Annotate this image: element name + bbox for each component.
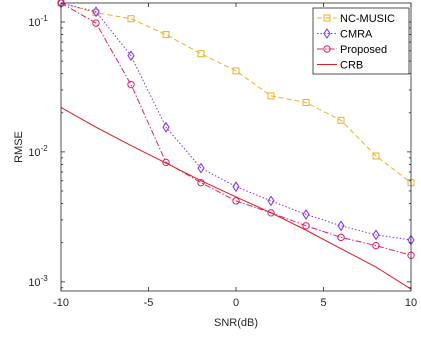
data-point-nc-music bbox=[337, 116, 345, 124]
data-point-cmra bbox=[337, 220, 345, 232]
y-tick-label: 10-1 bbox=[28, 14, 48, 29]
legend-label-crb: CRB bbox=[340, 60, 363, 72]
data-point-cmra bbox=[162, 121, 170, 133]
data-point-nc-music bbox=[127, 15, 135, 23]
data-point-proposed bbox=[337, 233, 345, 242]
x-tick-label: 0 bbox=[233, 297, 239, 309]
data-point-cmra bbox=[127, 50, 135, 62]
legend-label-nc-music: NC-MUSIC bbox=[340, 13, 395, 25]
data-point-cmra bbox=[302, 209, 310, 220]
data-point-nc-music bbox=[197, 50, 205, 58]
data-point-nc-music bbox=[232, 67, 240, 75]
data-point-nc-music bbox=[372, 152, 380, 160]
legend-marker-proposed bbox=[323, 45, 331, 53]
data-point-proposed bbox=[232, 197, 240, 205]
x-tick-label: 5 bbox=[320, 297, 326, 309]
data-point-nc-music bbox=[162, 31, 170, 39]
legend: NC-MUSIC CMRA Proposed CRB bbox=[312, 7, 410, 75]
series-line-crb bbox=[60, 106, 412, 290]
data-point-proposed bbox=[127, 80, 135, 89]
legend-marker-nc-music bbox=[323, 14, 331, 22]
data-point-cmra bbox=[197, 162, 205, 174]
data-point-nc-music bbox=[302, 99, 310, 107]
data-point-cmra bbox=[267, 195, 275, 207]
series-line-proposed bbox=[60, 2, 412, 256]
x-tick-label: 10 bbox=[405, 297, 417, 309]
legend-label-cmra: CMRA bbox=[340, 29, 373, 41]
legend-label-proposed: Proposed bbox=[340, 44, 387, 56]
series-layer bbox=[57, 0, 415, 290]
data-point-proposed bbox=[92, 19, 100, 27]
data-point-cmra bbox=[92, 6, 100, 18]
data-point-cmra bbox=[232, 181, 240, 193]
data-point-proposed bbox=[372, 241, 380, 250]
series-line-nc-music bbox=[60, 2, 412, 184]
data-point-proposed bbox=[302, 222, 310, 230]
data-point-cmra bbox=[372, 229, 380, 241]
legend-marker-cmra bbox=[323, 28, 331, 39]
legend-box bbox=[312, 7, 410, 75]
series-line-cmra bbox=[60, 2, 412, 241]
x-axis-label: SNR(dB) bbox=[214, 317, 258, 329]
x-tick-label: -5 bbox=[144, 297, 154, 309]
axes-layer: -10 -5 0 5 10 10-1 10-2 10-3 bbox=[28, 2, 417, 309]
y-tick-label: 10-2 bbox=[28, 144, 48, 159]
data-point-proposed bbox=[162, 158, 170, 167]
x-tick-label: -10 bbox=[53, 297, 69, 309]
data-point-proposed bbox=[267, 209, 275, 217]
data-point-nc-music bbox=[267, 92, 275, 100]
y-tick-label: 10-3 bbox=[28, 274, 48, 289]
y-axis-label: RMSE bbox=[13, 131, 25, 163]
